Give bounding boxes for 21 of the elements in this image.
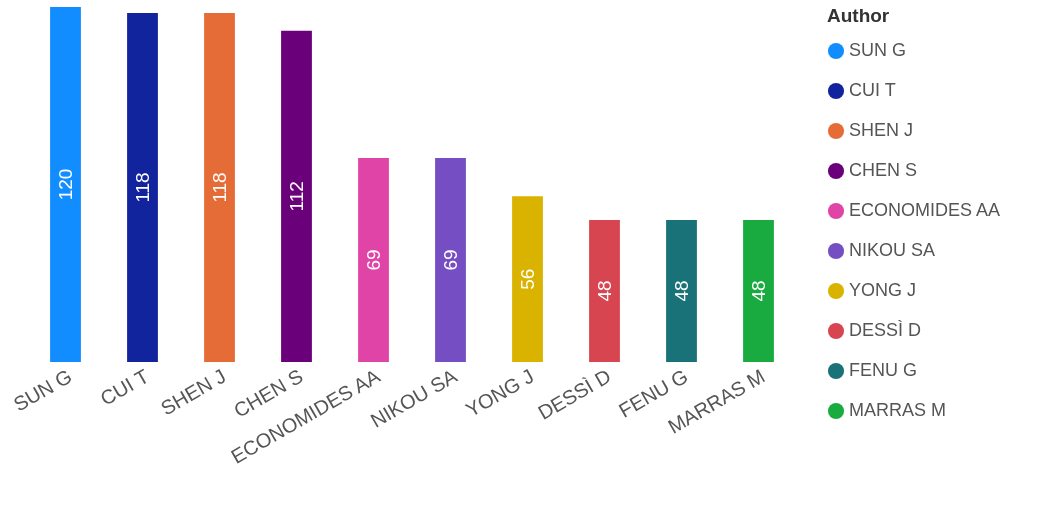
data-label: 48 [670,280,692,302]
data-label: 56 [516,268,538,290]
legend-label: SHEN J [849,120,914,140]
data-label: 112 [285,181,307,212]
legend-label: SUN G [849,40,907,60]
x-tick-label: CUI T [96,364,153,410]
legend-label: CUI T [849,80,896,100]
legend-label: ECONOMIDES AA [849,200,1001,220]
data-label: 69 [439,249,461,271]
legend-label: NIKOU SA [849,240,936,260]
legend-title: Author [827,5,890,26]
legend-label: CHEN S [849,160,918,180]
data-label: 120 [54,168,76,201]
data-label: 48 [747,280,769,302]
data-label: 118 [208,172,230,203]
data-label: 118 [131,172,153,203]
x-tick-label: SUN G [9,364,76,416]
legend-label: DESSÌ D [849,320,922,340]
data-label: 48 [593,280,615,302]
data-label: 69 [362,249,384,271]
legend-label: YONG J [849,280,917,300]
